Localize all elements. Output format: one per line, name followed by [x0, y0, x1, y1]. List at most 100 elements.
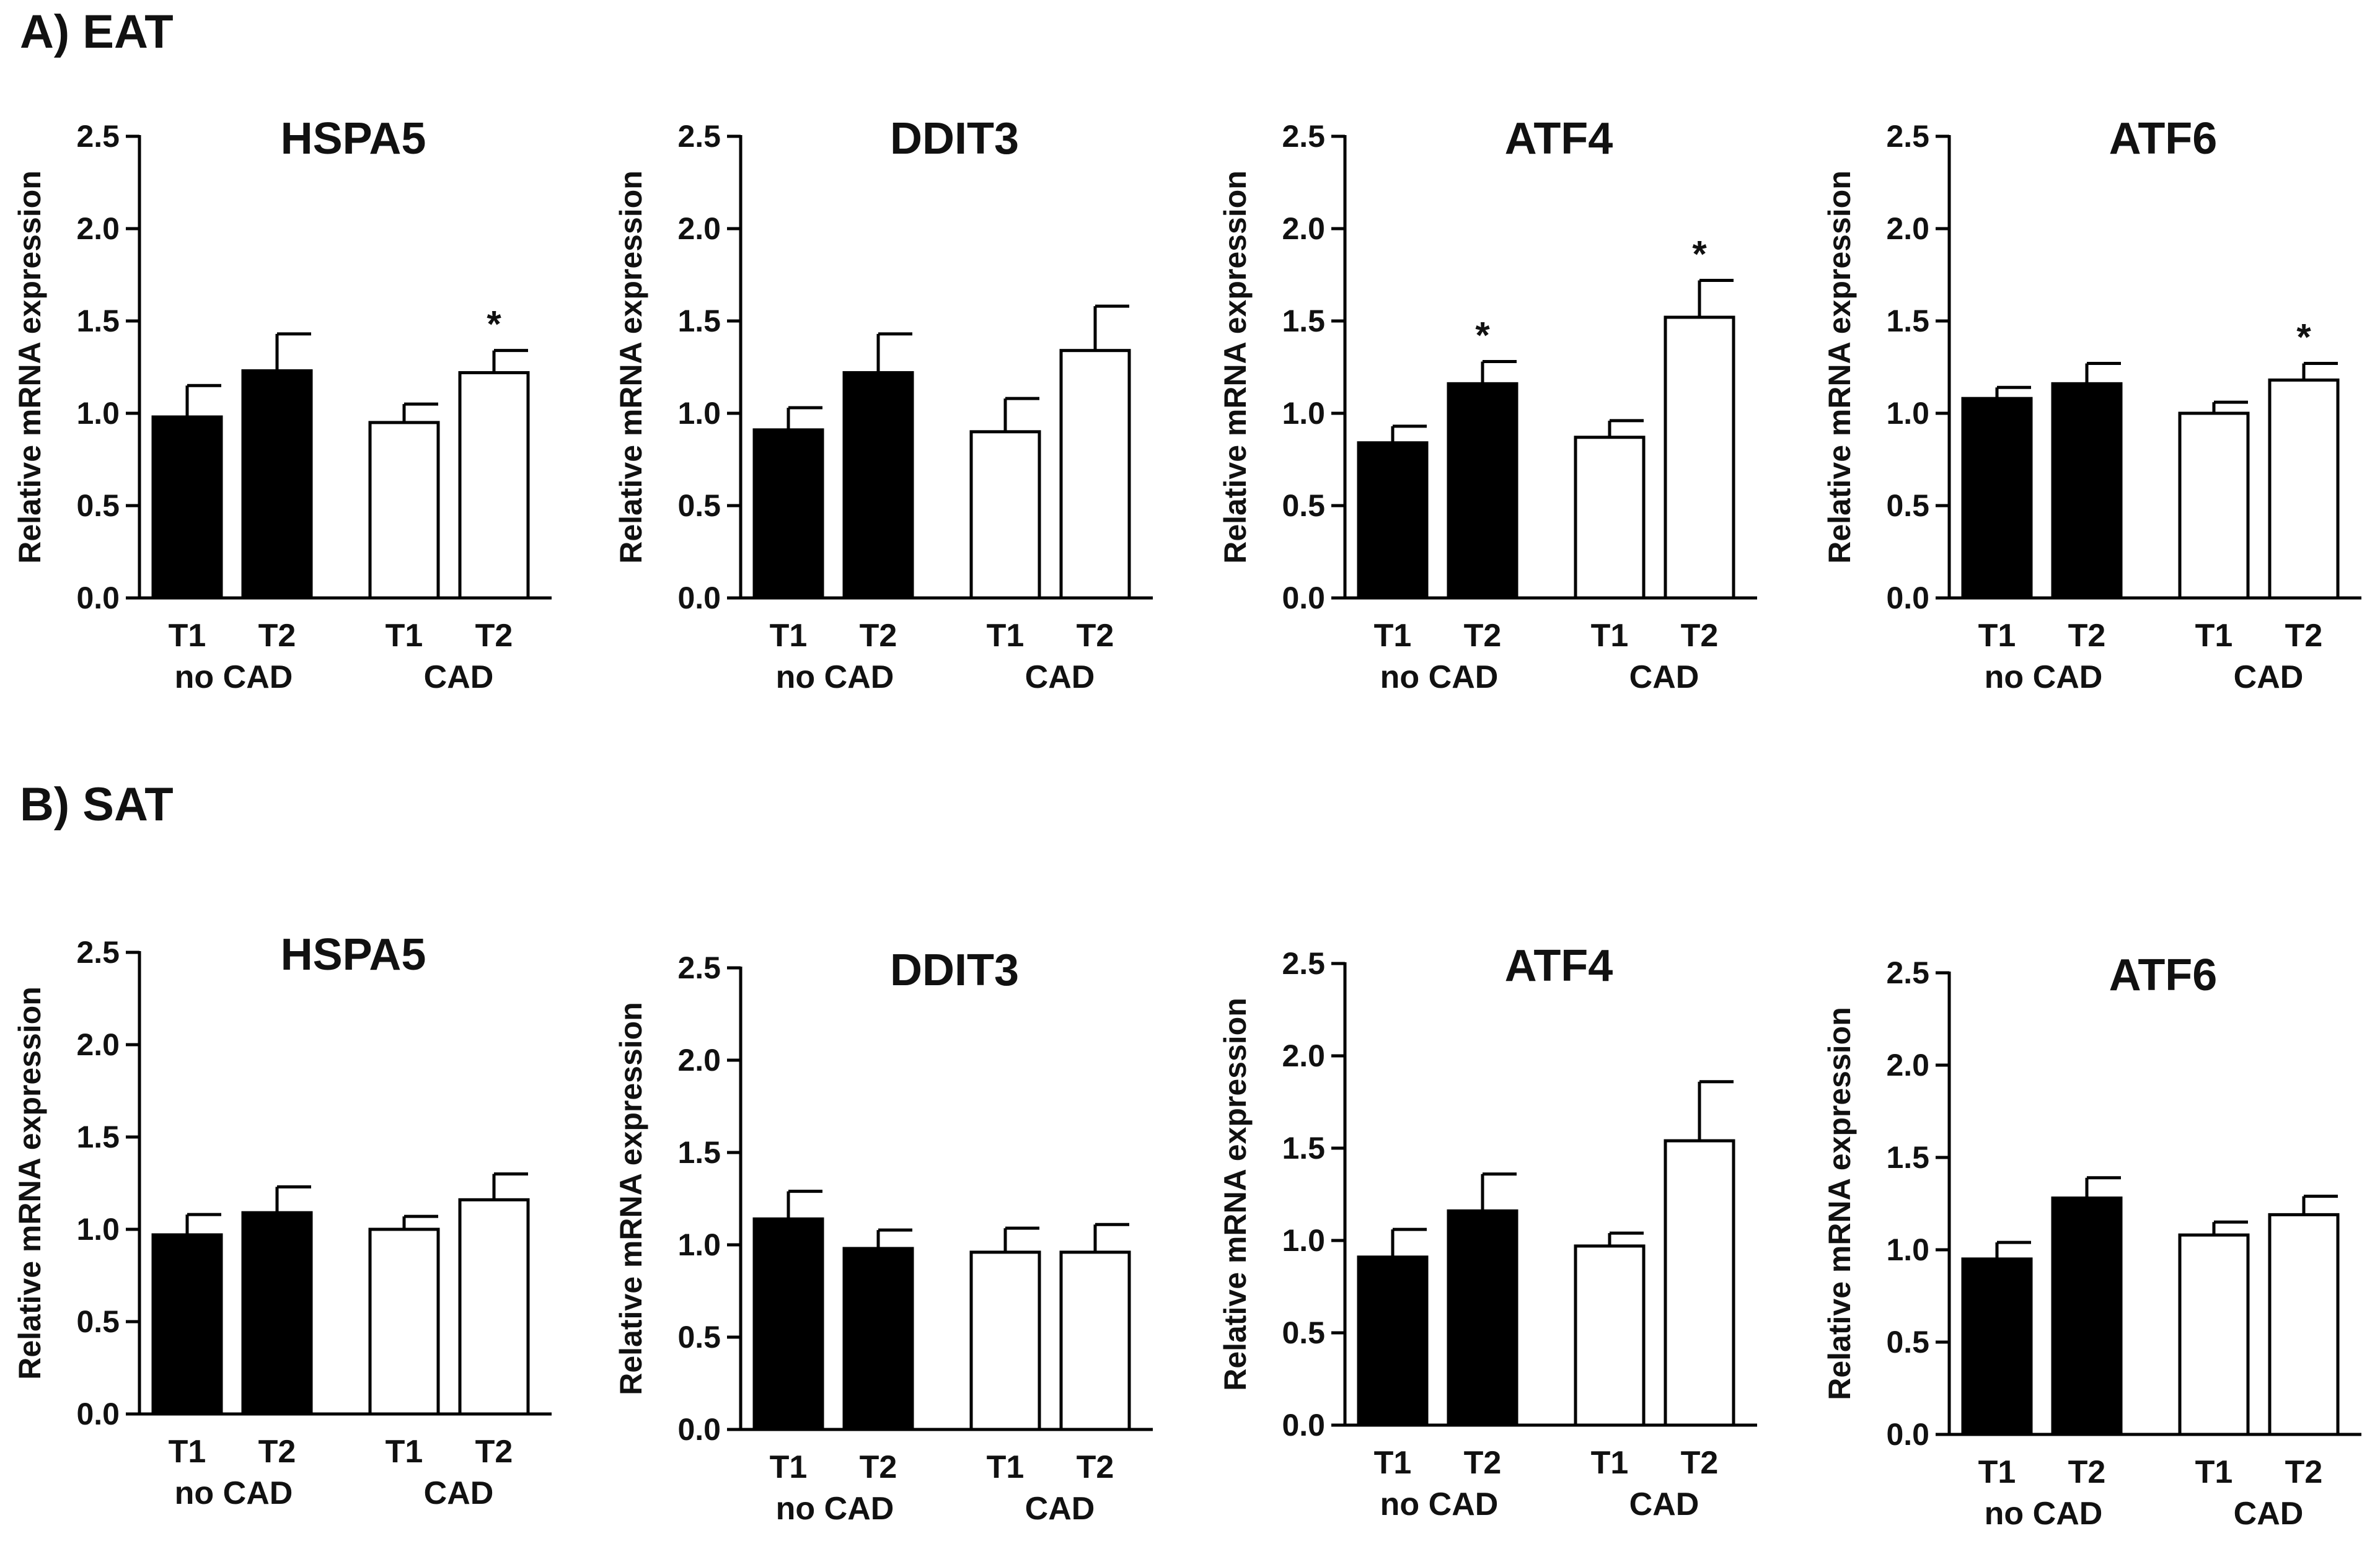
y-axis-label: Relative mRNA expression — [12, 170, 47, 564]
y-tick-label: 2.0 — [677, 211, 721, 246]
x-tick-label: T2 — [258, 618, 296, 654]
group-label: no CAD — [776, 659, 894, 695]
y-tick-label: 0.0 — [76, 1397, 120, 1431]
bar — [458, 1198, 530, 1416]
y-tick-label: 0.0 — [677, 581, 721, 615]
y-tick-label: 2.5 — [76, 935, 120, 970]
bar — [458, 371, 530, 600]
group-label: no CAD — [776, 1491, 894, 1527]
y-tick-label: 0.5 — [677, 1320, 721, 1354]
y-tick-label: 2.0 — [76, 211, 120, 246]
chart-7: ATF4 Relative mRNA expression 0.0 0.5 1.0 1.5… — [1218, 941, 1757, 1522]
y-tick-label: 2.0 — [677, 1043, 721, 1078]
bar — [151, 1233, 223, 1416]
y-axis-label: Relative mRNA expression — [614, 1002, 648, 1395]
x-tick-label: T1 — [2195, 618, 2233, 654]
y-tick-label: 2.0 — [1886, 211, 1929, 246]
y-tick-label: 1.0 — [1282, 1223, 1325, 1258]
x-tick-label: T2 — [860, 1449, 897, 1485]
chart-title: HSPA5 — [281, 930, 426, 980]
y-tick-label: 2.0 — [76, 1027, 120, 1062]
bar — [241, 1211, 313, 1416]
group-label: CAD — [1025, 659, 1095, 695]
x-tick-label: T2 — [475, 1434, 513, 1470]
bar — [2268, 1213, 2340, 1436]
bar — [1961, 397, 2033, 600]
bar — [1574, 1244, 1646, 1427]
y-tick-label: 2.0 — [1886, 1048, 1929, 1082]
bar — [1664, 1139, 1735, 1427]
bar — [1059, 349, 1131, 600]
group-label: CAD — [424, 1475, 494, 1511]
y-tick-label: 0.5 — [76, 1304, 120, 1339]
y-tick-label: 2.5 — [1886, 119, 1929, 154]
chart-1: HSPA5 Relative mRNA expression 0.0 0.5 1.0 1.… — [12, 114, 552, 695]
y-axis-label: Relative mRNA expression — [1218, 998, 1253, 1391]
x-tick-label: T1 — [169, 1434, 206, 1470]
group-label: CAD — [1025, 1491, 1095, 1527]
y-tick-label: 0.0 — [1886, 1417, 1929, 1452]
bar — [2178, 1233, 2250, 1436]
y-tick-label: 1.0 — [1886, 1232, 1929, 1267]
x-tick-label: T1 — [2195, 1454, 2233, 1490]
y-tick-label: 1.5 — [1282, 1131, 1325, 1166]
y-tick-label: 2.5 — [677, 951, 721, 985]
y-tick-label: 0.5 — [1886, 488, 1929, 523]
bar — [969, 430, 1041, 600]
x-tick-label: T1 — [169, 618, 206, 654]
bar — [969, 1250, 1041, 1431]
chart-3: ATF4 Relative mRNA expression 0.0 0.5 1.0 1.5… — [1218, 114, 1757, 695]
x-tick-label: T2 — [258, 1434, 296, 1470]
group-label: no CAD — [175, 1475, 293, 1511]
y-axis-label: Relative mRNA expression — [1822, 170, 1857, 564]
x-tick-label: T1 — [1978, 618, 2016, 654]
y-tick-label: 0.5 — [76, 488, 120, 523]
group-label: CAD — [1629, 1486, 1699, 1522]
y-tick-label: 1.5 — [677, 1135, 721, 1170]
y-tick-label: 0.0 — [677, 1412, 721, 1447]
x-tick-label: T1 — [770, 618, 808, 654]
panel-label-eat: A) EAT — [20, 6, 174, 58]
bar — [1357, 441, 1429, 600]
panel-label-sat: B) SAT — [20, 778, 174, 831]
group-label: CAD — [2234, 659, 2304, 695]
y-tick-label: 2.5 — [1282, 119, 1325, 154]
group-label: no CAD — [1380, 659, 1499, 695]
bar — [2051, 382, 2123, 600]
chart-2: DDIT3 Relative mRNA expression 0.0 0.5 1.0 1.… — [614, 114, 1153, 695]
y-tick-label: 2.0 — [1282, 1038, 1325, 1073]
chart-title: ATF4 — [1505, 941, 1613, 991]
x-tick-label: T2 — [475, 618, 513, 654]
x-tick-label: T2 — [1681, 618, 1719, 654]
x-tick-label: T1 — [987, 618, 1025, 654]
chart-title: HSPA5 — [281, 114, 426, 164]
bar — [1961, 1257, 2033, 1436]
bar — [842, 371, 914, 600]
chart-4: ATF6 Relative mRNA expression 0.0 0.5 1.0 1.5… — [1822, 114, 2361, 695]
group-label: no CAD — [1380, 1486, 1499, 1522]
y-tick-label: 0.5 — [677, 488, 721, 523]
group-label: CAD — [424, 659, 494, 695]
x-tick-label: T1 — [1978, 1454, 2016, 1490]
y-tick-label: 1.0 — [1282, 396, 1325, 431]
y-tick-label: 2.5 — [76, 119, 120, 154]
y-tick-label: 0.0 — [1282, 1408, 1325, 1442]
bar — [368, 1227, 440, 1416]
x-tick-label: T1 — [386, 618, 423, 654]
y-tick-label: 1.0 — [1886, 396, 1929, 431]
y-tick-label: 2.0 — [1282, 211, 1325, 246]
y-tick-label: 1.0 — [76, 1212, 120, 1247]
y-tick-label: 1.5 — [1886, 1140, 1929, 1175]
x-tick-label: T2 — [2068, 618, 2106, 654]
x-tick-label: T1 — [1591, 1445, 1629, 1481]
y-tick-label: 0.0 — [1282, 581, 1325, 615]
x-tick-label: T2 — [1681, 1445, 1719, 1481]
x-tick-label: T1 — [987, 1449, 1025, 1485]
y-axis-label: Relative mRNA expression — [1822, 1007, 1857, 1400]
bar — [1447, 382, 1518, 600]
chart-title: ATF6 — [2109, 951, 2218, 1000]
chart-title: DDIT3 — [890, 946, 1019, 995]
bar — [241, 369, 313, 600]
group-label: no CAD — [1985, 659, 2103, 695]
bar — [2051, 1196, 2123, 1436]
